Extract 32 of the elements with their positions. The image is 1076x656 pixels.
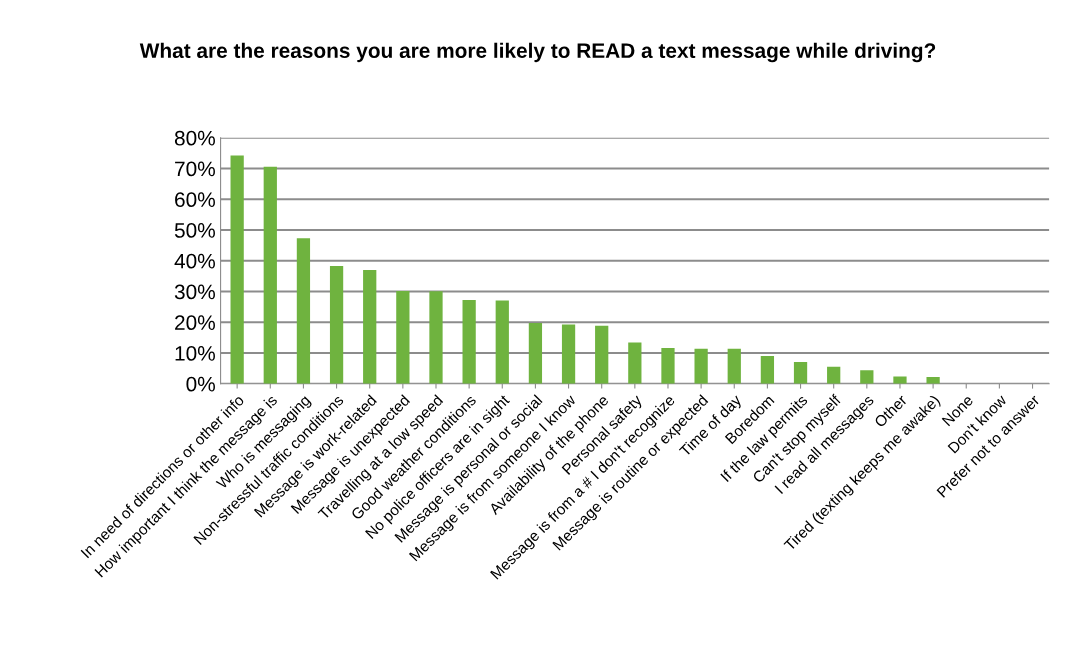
y-tick-label: 50% [174, 223, 215, 238]
y-tick-label: 70% [175, 161, 215, 177]
bar [860, 370, 874, 384]
bar [793, 361, 808, 384]
bar [595, 325, 609, 384]
bar [296, 238, 311, 384]
bar [561, 324, 576, 384]
bar [495, 300, 509, 384]
bar [462, 300, 476, 384]
bar [727, 348, 741, 384]
bar [661, 348, 675, 384]
bar [628, 342, 642, 384]
bar [263, 166, 277, 384]
y-tick-label: 10% [175, 346, 215, 361]
bar [528, 322, 543, 384]
bar [694, 348, 708, 384]
bar [760, 356, 775, 384]
bar [363, 269, 377, 384]
y-tick-label: 60% [175, 192, 215, 208]
chart-title: What are the reasons you are more likely to READ a text message while driving? [139, 42, 936, 63]
bar [396, 290, 410, 384]
bar [230, 155, 244, 384]
y-tick-label: 40% [174, 253, 215, 269]
y-tick-label: 30% [174, 284, 215, 300]
y-tick-label: 80% [174, 130, 215, 146]
bar [329, 265, 344, 384]
y-tick-label: 0% [186, 376, 215, 392]
bar [926, 376, 940, 384]
bar [429, 291, 443, 384]
bar [827, 366, 841, 384]
bar [893, 376, 907, 384]
y-tick-label: 20% [175, 315, 215, 331]
